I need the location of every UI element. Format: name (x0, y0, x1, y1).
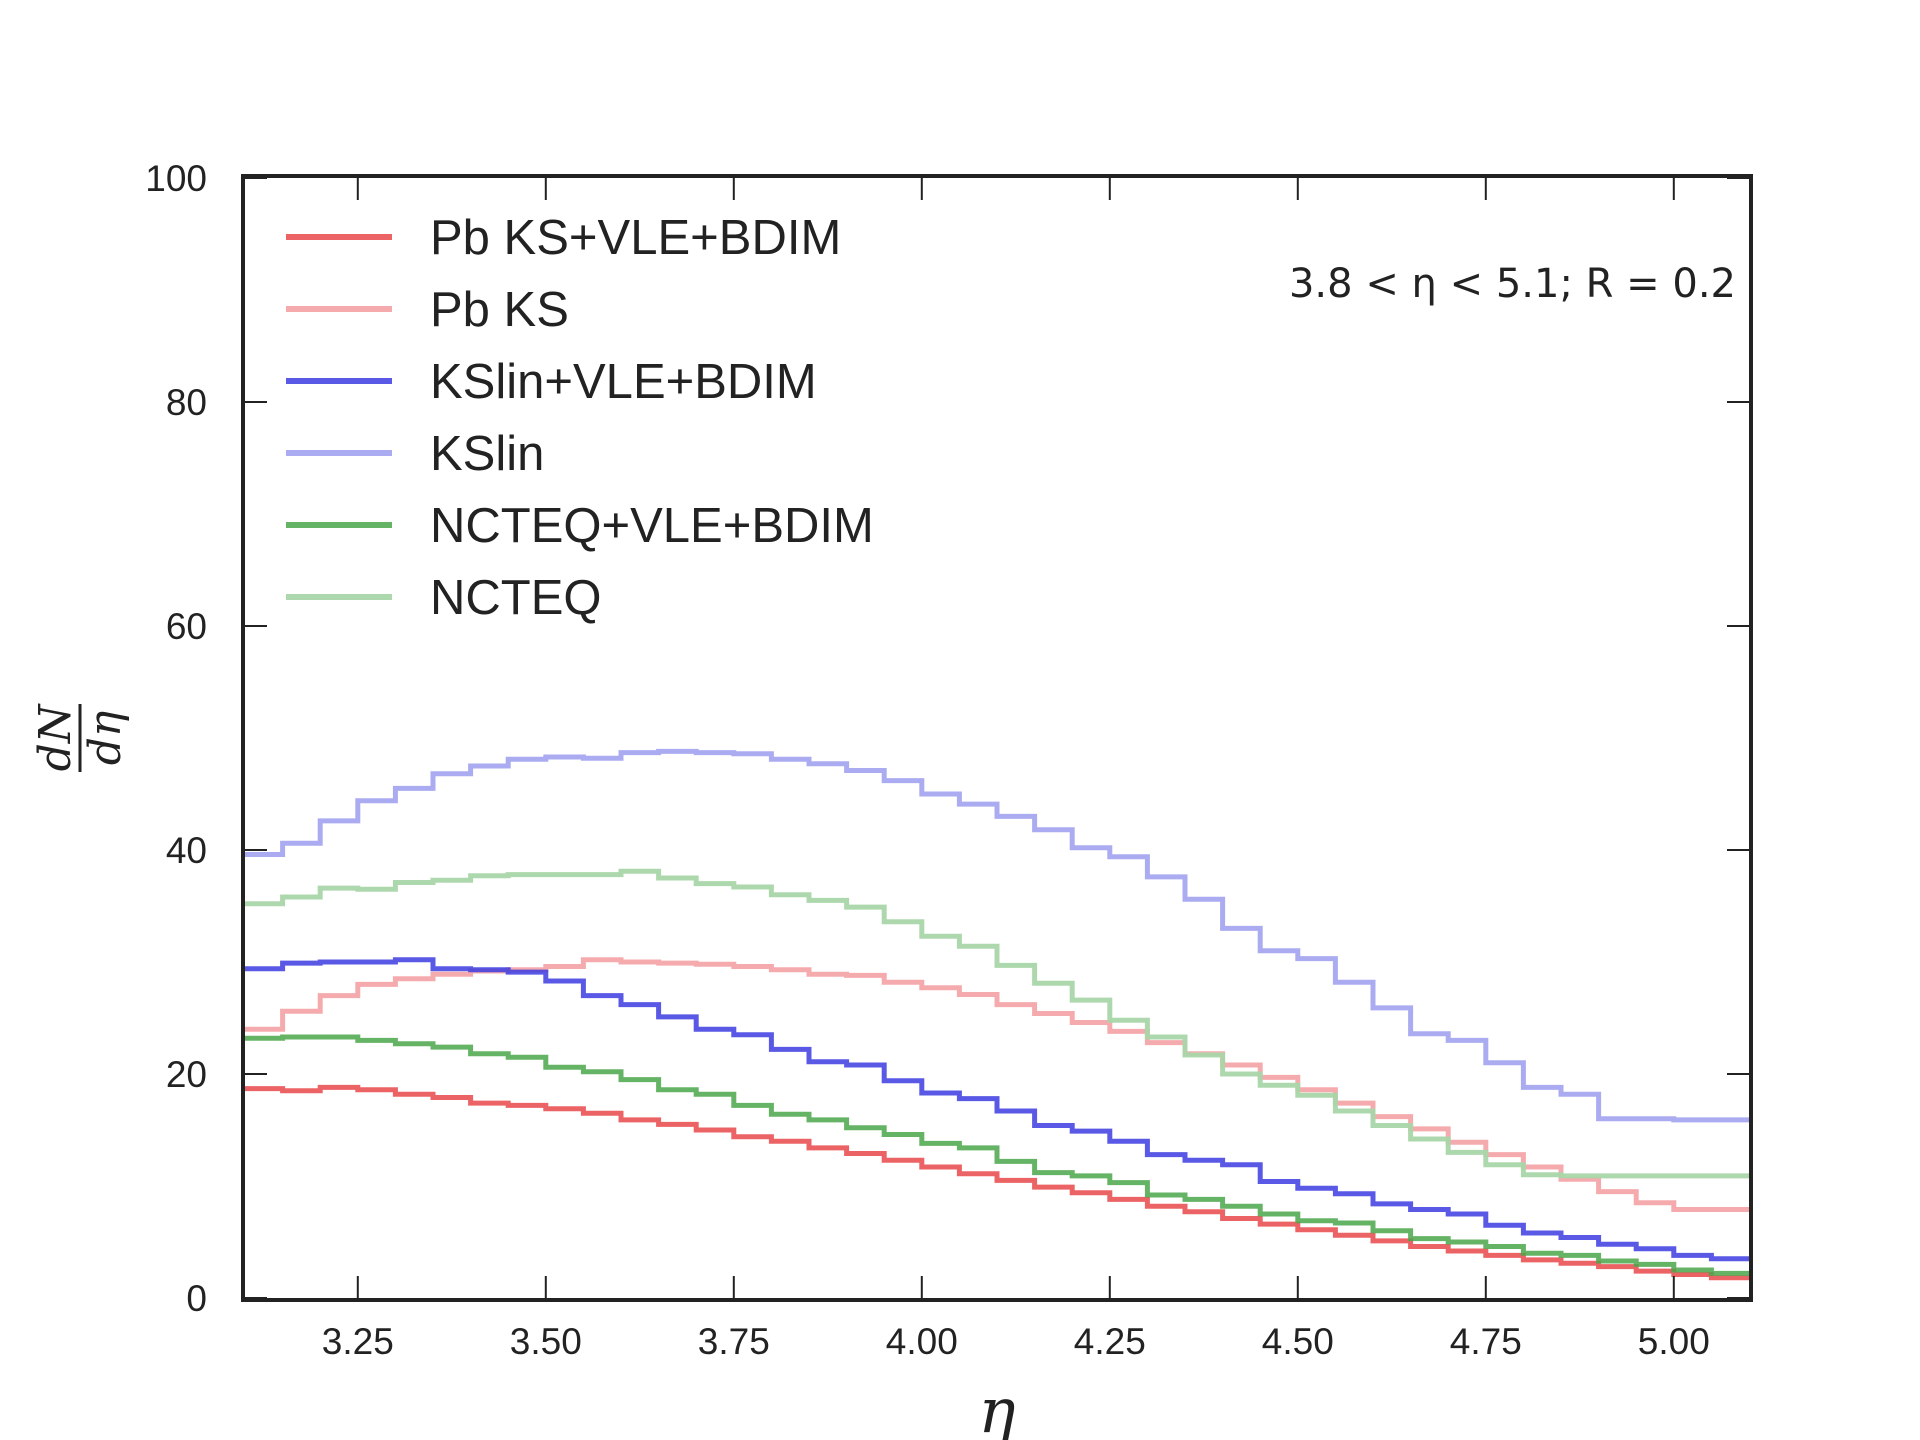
y-tick-label-2: 40 (166, 830, 207, 871)
x-tick-label-6: 4.75 (1450, 1321, 1522, 1362)
legend-item-3: KSlin (430, 427, 544, 481)
y-tick-label-3: 60 (166, 606, 207, 647)
legend-item-2: KSlin+VLE+BDIM (430, 355, 817, 409)
x-tick-label-2: 3.75 (698, 1321, 770, 1362)
x-tick-label-4: 4.25 (1074, 1321, 1146, 1362)
legend-item-1: Pb KS (430, 283, 569, 337)
y-tick-label-1: 20 (166, 1054, 207, 1095)
annotation: 3.8 < η < 5.1; R = 0.2 (1289, 261, 1736, 307)
legend-item-4: NCTEQ+VLE+BDIM (430, 499, 874, 553)
legend-item-0: Pb KS+VLE+BDIM (430, 211, 841, 265)
series-line-5 (245, 868, 1749, 1179)
series-line-4 (245, 1034, 1749, 1276)
series-line-0 (245, 1084, 1749, 1281)
y-axis-label: dN dη (30, 703, 131, 772)
y-tick-label-0: 0 (186, 1278, 207, 1319)
x-tick-label-0: 3.25 (322, 1321, 394, 1362)
series-line-3 (245, 748, 1749, 1123)
x-tick-label-3: 4.00 (886, 1321, 958, 1362)
legend-item-5: NCTEQ (430, 571, 602, 625)
x-tick-label-7: 5.00 (1638, 1321, 1710, 1362)
plot-frame (241, 174, 1753, 1302)
y-tick-label-4: 80 (166, 382, 207, 423)
y-axis-label-denominator: dη (80, 711, 131, 766)
legend: Pb KS+VLE+BDIM Pb KS KSlin+VLE+BDIM KSlin NC… (286, 211, 874, 625)
x-axis-label: η (978, 1374, 1015, 1440)
ticks-layer: 3.25 3.50 3.75 4.00 4.25 4.50 4.75 5.00 0 20 40 60 8… (145, 158, 1749, 1362)
x-tick-label-1: 3.50 (510, 1321, 582, 1362)
series-layer (245, 748, 1749, 1281)
y-tick-label-5: 100 (145, 158, 207, 199)
x-tick-label-5: 4.50 (1262, 1321, 1334, 1362)
series-line-2 (245, 957, 1749, 1262)
y-axis-label-numerator: dN (30, 703, 81, 771)
